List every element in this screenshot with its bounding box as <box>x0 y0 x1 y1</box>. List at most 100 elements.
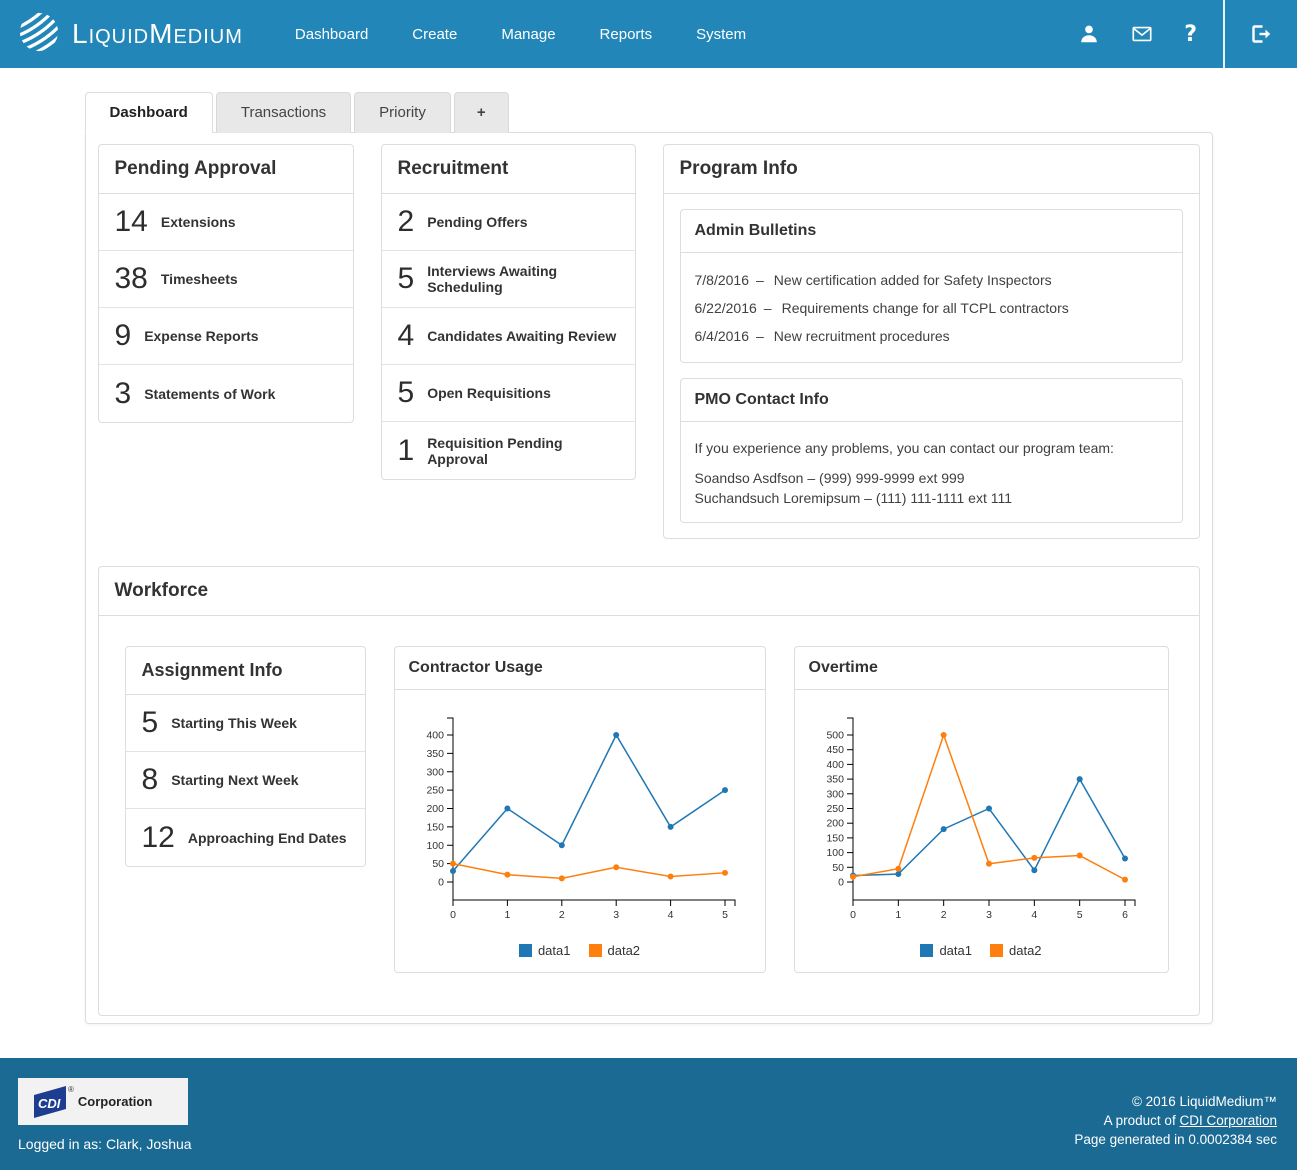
legend-item-data1[interactable]: data1 <box>920 943 972 958</box>
svg-text:3: 3 <box>986 909 992 921</box>
pmo-contact-title: PMO Contact Info <box>680 379 1182 422</box>
svg-text:300: 300 <box>426 766 444 778</box>
svg-text:0: 0 <box>850 909 856 921</box>
stat-row-starting-this-week[interactable]: 5 Starting This Week <box>125 695 365 752</box>
svg-text:5: 5 <box>1076 909 1082 921</box>
pmo-intro-text: If you experience any problems, you can … <box>694 440 1114 456</box>
svg-text:150: 150 <box>426 821 444 833</box>
nav-item-reports[interactable]: Reports <box>599 25 653 43</box>
stat-row-interviews-awaiting-scheduling[interactable]: 5 Interviews Awaiting Scheduling <box>381 251 635 308</box>
tab-priority[interactable]: Priority <box>354 92 451 133</box>
footer-left: CDI ® Corporation Logged in as: Clark, J… <box>18 1078 192 1170</box>
chart-legend: data1 data2 <box>405 943 755 962</box>
tab-add[interactable]: + <box>453 92 509 133</box>
svg-text:300: 300 <box>826 788 844 800</box>
footer-right: © 2016 LiquidMedium™ A product of CDI Co… <box>1074 1092 1277 1170</box>
chart-legend: data1 data2 <box>805 943 1158 962</box>
stat-label: Open Requisitions <box>427 385 551 401</box>
svg-text:2: 2 <box>558 909 564 921</box>
legend-label: data2 <box>607 943 641 958</box>
registered-mark: ® <box>68 1085 74 1094</box>
stat-label: Statements of Work <box>144 385 276 402</box>
legend-item-data1[interactable]: data1 <box>518 943 571 958</box>
nav-item-create[interactable]: Create <box>412 25 458 43</box>
stat-row-starting-next-week[interactable]: 8 Starting Next Week <box>125 752 365 809</box>
program-info-panel: Program Info Admin Bulletins 7/8/2016– Ne… <box>662 144 1200 539</box>
stat-count: 9 <box>114 319 132 352</box>
product-prefix: A product of <box>1103 1113 1180 1128</box>
overtime-title: Overtime <box>794 647 1168 690</box>
nav-item-system[interactable]: System <box>696 25 747 43</box>
stat-label: Starting Next Week <box>171 772 299 788</box>
bulletin-date: 7/8/2016 <box>694 272 750 288</box>
legend-item-data2[interactable]: data2 <box>588 943 641 958</box>
stat-count: 14 <box>114 205 148 238</box>
dashboard-page: Pending Approval 14 Extensions 38 Timesh… <box>84 132 1213 1024</box>
bulletin-separator: – <box>756 272 764 288</box>
svg-text:200: 200 <box>426 803 444 815</box>
svg-text:0: 0 <box>838 877 844 889</box>
stat-row-candidates-awaiting-review[interactable]: 4 Candidates Awaiting Review <box>381 308 635 365</box>
svg-text:250: 250 <box>426 785 444 797</box>
cdi-corporation-link[interactable]: CDI Corporation <box>1179 1113 1277 1128</box>
nav-item-dashboard[interactable]: Dashboard <box>294 25 369 43</box>
stat-row-approaching-end-dates[interactable]: 12 Approaching End Dates <box>126 809 365 866</box>
cdi-corporation-logo[interactable]: CDI ® Corporation <box>18 1078 188 1125</box>
svg-text:350: 350 <box>826 774 844 786</box>
nav-divider <box>1223 0 1225 68</box>
stat-row-statements-of-work[interactable]: 3 Statements of Work <box>99 365 353 422</box>
stat-count: 38 <box>114 262 148 295</box>
svg-text:450: 450 <box>826 744 844 756</box>
bulletin-date: 6/22/2016 <box>694 300 757 316</box>
stat-row-requisition-pending-approval[interactable]: 1 Requisition Pending Approval <box>382 422 635 479</box>
user-icon[interactable] <box>1078 23 1100 45</box>
admin-bulletins-title: Admin Bulletins <box>680 210 1182 253</box>
stat-row-expense-reports[interactable]: 9 Expense Reports <box>98 308 353 365</box>
svg-text:3: 3 <box>613 909 619 921</box>
nav-item-manage[interactable]: Manage <box>501 25 556 43</box>
legend-swatch <box>990 944 1003 957</box>
svg-text:100: 100 <box>426 840 444 852</box>
pending-approval-title: Pending Approval <box>98 145 353 194</box>
admin-bulletins-panel: Admin Bulletins 7/8/2016– New certificati… <box>679 209 1183 363</box>
primary-nav: Dashboard Create Manage Reports System <box>295 26 746 43</box>
mail-icon[interactable] <box>1130 23 1154 45</box>
svg-text:1: 1 <box>895 909 901 921</box>
svg-text:CDI: CDI <box>38 1096 61 1111</box>
brand-logo[interactable]: LiquidMedium <box>18 11 243 58</box>
recruitment-panel: Recruitment 2 Pending Offers 5 Interview… <box>380 144 636 480</box>
stat-row-timesheets[interactable]: 38 Timesheets <box>98 251 353 308</box>
stat-row-pending-offers[interactable]: 2 Pending Offers <box>381 194 635 251</box>
stat-count: 5 <box>397 262 415 295</box>
tab-transactions[interactable]: Transactions <box>215 92 352 133</box>
tab-dashboard[interactable]: Dashboard <box>84 92 213 133</box>
stat-row-extensions[interactable]: 14 Extensions <box>98 194 353 251</box>
legend-swatch <box>920 944 934 957</box>
bulletin-separator: – <box>756 328 764 344</box>
stat-label: Approaching End Dates <box>187 829 347 846</box>
stat-label: Interviews Awaiting Scheduling <box>427 263 558 295</box>
legend-label: data1 <box>537 943 571 958</box>
copyright-text: © 2016 LiquidMedium™ <box>1131 1094 1277 1109</box>
pmo-contact-line: Soandso Asdfson – (999) 999-9999 ext 999 <box>694 470 965 486</box>
cdi-corporation-label: Corporation <box>77 1094 153 1109</box>
stat-count: 2 <box>397 205 415 238</box>
help-icon[interactable]: ? <box>1184 21 1197 47</box>
svg-text:4: 4 <box>667 909 673 921</box>
svg-text:50: 50 <box>432 858 444 870</box>
workforce-panel: Workforce Assignment Info 5 Starting Thi… <box>97 566 1200 1016</box>
stat-label: Extensions <box>160 214 236 230</box>
bulletin-text: New recruitment procedures <box>773 328 950 344</box>
stat-row-open-requisitions[interactable]: 5 Open Requisitions <box>381 365 635 422</box>
stat-count: 4 <box>397 319 415 352</box>
bulletin-text: New certification added for Safety Inspe… <box>773 272 1052 288</box>
bulletin-item: 6/4/2016– New recruitment procedures <box>695 328 1168 344</box>
svg-text:400: 400 <box>826 759 844 771</box>
logout-icon[interactable] <box>1225 22 1297 46</box>
svg-text:0: 0 <box>450 909 456 921</box>
assignment-info-title: Assignment Info <box>125 647 365 695</box>
assignment-info-panel: Assignment Info 5 Starting This Week 8 S… <box>124 646 366 867</box>
legend-item-data2[interactable]: data2 <box>990 943 1042 958</box>
svg-text:2: 2 <box>940 909 946 921</box>
bulletin-text: Requirements change for all TCPL contrac… <box>781 300 1069 316</box>
